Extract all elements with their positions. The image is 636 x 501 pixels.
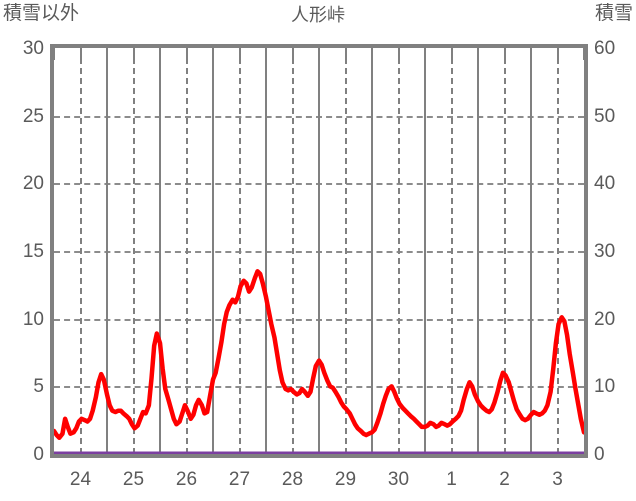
day-boundary-gridline (371, 48, 373, 454)
x-axis-tick-3: 3 (552, 469, 563, 490)
plot-area (50, 44, 588, 458)
top-tick-mark (318, 48, 320, 60)
top-tick-mark (371, 48, 373, 60)
chart-title: 人形峠 (291, 5, 345, 25)
day-boundary-gridline (477, 48, 479, 454)
top-tick-mark (185, 48, 188, 60)
right-axis-title: 積雪 (594, 3, 633, 24)
top-tick-mark (106, 48, 108, 60)
left-axis-tick-5: 5 (33, 376, 44, 398)
left-axis-tick-30: 30 (22, 38, 44, 59)
midday-gridline (503, 48, 506, 454)
right-axis-tick-10: 10 (594, 376, 616, 398)
right-axis-tick-40: 40 (594, 173, 616, 195)
x-axis-tick-24: 24 (69, 469, 92, 490)
left-axis-tick-0: 0 (33, 444, 44, 465)
x-axis-tick-29: 29 (334, 469, 357, 490)
top-tick-mark (212, 48, 214, 60)
top-tick-mark (450, 48, 453, 60)
left-axis-title: 積雪以外 (3, 3, 80, 24)
top-tick-mark (583, 48, 584, 60)
day-boundary-gridline (318, 48, 320, 454)
midday-gridline (185, 48, 188, 454)
right-axis-tick-0: 0 (594, 444, 605, 465)
top-tick-mark (132, 48, 135, 60)
top-tick-mark (159, 48, 161, 60)
day-boundary-gridline (265, 48, 267, 454)
top-tick-mark (54, 48, 55, 60)
top-tick-mark (530, 48, 532, 60)
right-axis-tick-50: 50 (594, 105, 616, 127)
day-boundary-gridline (530, 48, 532, 454)
day-boundary-gridline (424, 48, 426, 454)
left-axis-tick-10: 10 (22, 308, 44, 330)
series-layer (54, 48, 584, 454)
right-axis-tick-30: 30 (594, 241, 616, 262)
top-tick-mark (291, 48, 294, 60)
x-axis-tick-1: 1 (446, 469, 457, 490)
midday-gridline (344, 48, 347, 454)
left-axis-tick-20: 20 (22, 173, 44, 195)
x-axis-tick-26: 26 (175, 469, 198, 490)
midday-gridline (450, 48, 453, 454)
midday-gridline (132, 48, 135, 454)
top-tick-mark (397, 48, 400, 60)
x-axis-tick-30: 30 (387, 469, 410, 490)
right-axis-tick-60: 60 (594, 38, 616, 59)
midday-gridline (238, 48, 241, 454)
midday-gridline (397, 48, 400, 454)
midday-gridline (556, 48, 559, 454)
top-tick-mark (503, 48, 506, 60)
day-boundary-gridline (159, 48, 161, 454)
day-boundary-gridline (106, 48, 108, 454)
midday-gridline (291, 48, 294, 454)
left-axis-tick-15: 15 (22, 241, 44, 262)
plot-inner (54, 48, 584, 454)
left-axis-tick-25: 25 (22, 105, 44, 127)
top-tick-mark (265, 48, 267, 60)
top-tick-mark (238, 48, 241, 60)
series-line-積雪以外 (54, 271, 584, 437)
right-axis-tick-20: 20 (594, 308, 616, 330)
day-boundary-gridline (212, 48, 214, 454)
top-tick-mark (556, 48, 559, 60)
top-tick-mark (344, 48, 347, 60)
x-axis-tick-2: 2 (499, 469, 510, 490)
x-axis-tick-25: 25 (122, 469, 145, 490)
x-axis-tick-27: 27 (228, 469, 251, 490)
midday-gridline (79, 48, 82, 454)
x-axis-tick-28: 28 (281, 469, 304, 490)
top-tick-mark (424, 48, 426, 60)
top-tick-mark (79, 48, 82, 60)
top-tick-mark (477, 48, 479, 60)
